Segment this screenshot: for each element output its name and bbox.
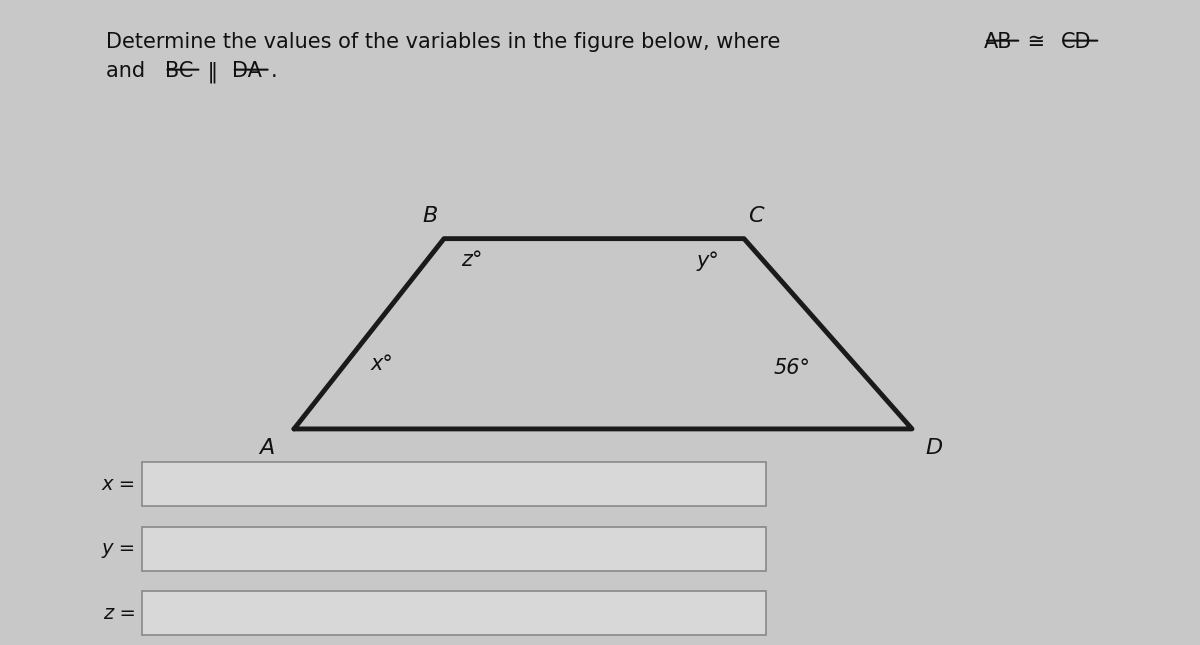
Text: Determine the values of the variables in the figure below, where: Determine the values of the variables in… bbox=[106, 32, 787, 52]
FancyBboxPatch shape bbox=[142, 462, 766, 506]
Text: y =: y = bbox=[102, 539, 136, 559]
Text: x°: x° bbox=[370, 354, 394, 375]
Text: B: B bbox=[422, 206, 437, 226]
Text: x =: x = bbox=[102, 475, 136, 494]
Text: A: A bbox=[259, 438, 274, 459]
Text: AB: AB bbox=[984, 32, 1013, 52]
Text: y°: y° bbox=[696, 251, 720, 272]
Text: ‖: ‖ bbox=[202, 61, 224, 83]
Text: 56°: 56° bbox=[774, 357, 810, 378]
Text: CD: CD bbox=[1061, 32, 1091, 52]
Text: DA: DA bbox=[232, 61, 262, 81]
Text: BC: BC bbox=[164, 61, 193, 81]
Text: .: . bbox=[270, 61, 277, 81]
Text: D: D bbox=[925, 438, 942, 459]
Text: z =: z = bbox=[103, 604, 136, 623]
Text: ≅: ≅ bbox=[1021, 32, 1052, 52]
FancyBboxPatch shape bbox=[142, 527, 766, 571]
Text: and: and bbox=[106, 61, 151, 81]
Text: C: C bbox=[749, 206, 763, 226]
Text: z°: z° bbox=[461, 250, 482, 270]
FancyBboxPatch shape bbox=[142, 591, 766, 635]
